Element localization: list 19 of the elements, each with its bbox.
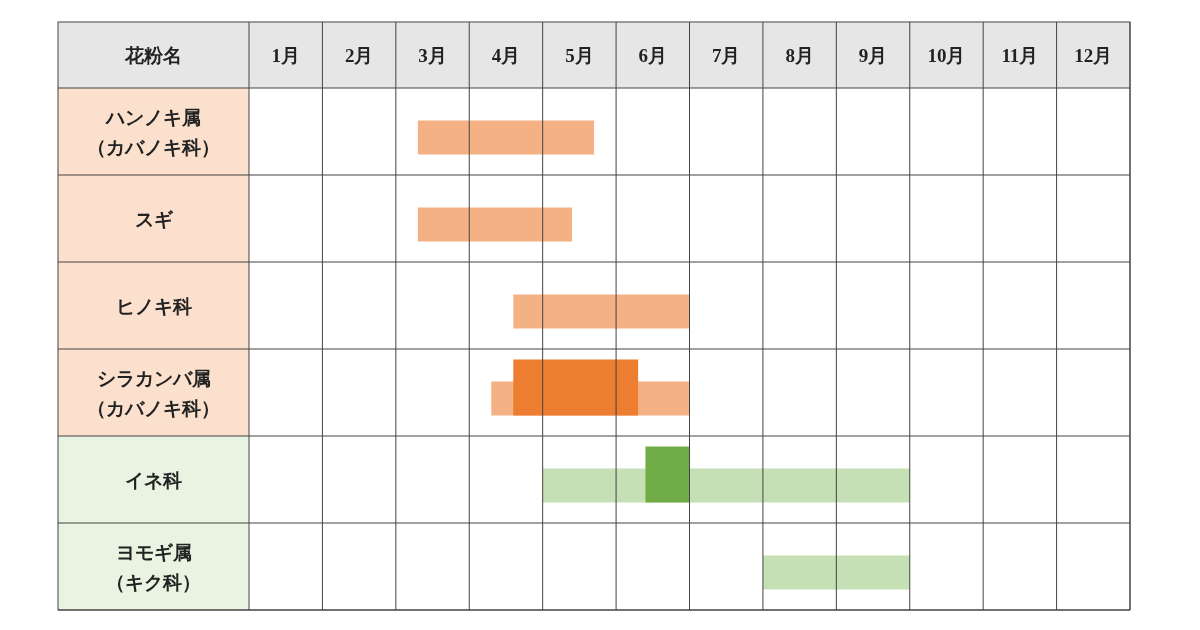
x-tick-label: 4月 bbox=[491, 45, 521, 66]
x-tick-label: 10月 bbox=[927, 45, 966, 66]
x-tick-label: 11月 bbox=[1001, 45, 1039, 66]
x-tick-label: 2月 bbox=[344, 45, 374, 66]
y-tick-label: ヨモギ属（キク科） bbox=[106, 541, 201, 593]
x-tick-label: 6月 bbox=[638, 45, 668, 66]
x-tick-label: 12月 bbox=[1074, 45, 1113, 66]
y-axis-title: 花粉名 bbox=[124, 45, 182, 66]
y-tick-label: ヒノキ科 bbox=[115, 295, 192, 317]
x-tick-label: 8月 bbox=[785, 45, 814, 66]
x-tick-label: 1月 bbox=[271, 45, 300, 66]
y-tick-label: シラカンバ属（カバノキ科） bbox=[87, 367, 220, 419]
y-tick-label: スギ bbox=[134, 208, 174, 230]
x-tick-label: 9月 bbox=[858, 45, 888, 66]
x-tick-label: 5月 bbox=[565, 45, 594, 66]
x-tick-label: 7月 bbox=[711, 45, 741, 66]
x-tick-label: 3月 bbox=[418, 45, 447, 66]
y-tick-label: イネ科 bbox=[125, 469, 182, 491]
y-tick-label: ハンノキ属（カバノキ科） bbox=[87, 106, 220, 158]
